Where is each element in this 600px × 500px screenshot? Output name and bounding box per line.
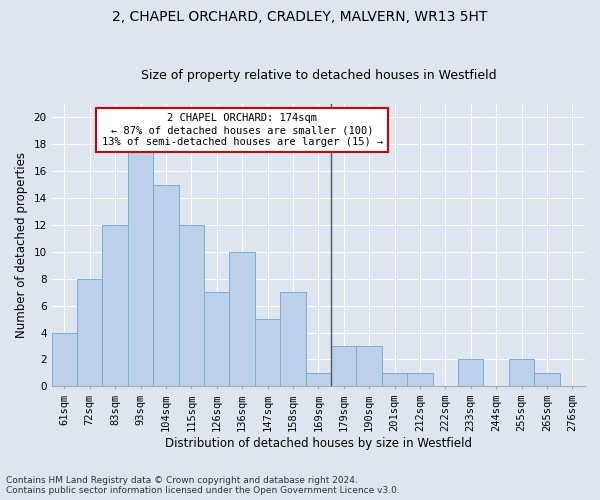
Bar [229,252,255,386]
Bar [153,184,179,386]
Bar [534,373,560,386]
Bar [407,373,433,386]
Bar [204,292,229,386]
Title: Size of property relative to detached houses in Westfield: Size of property relative to detached ho… [140,69,496,82]
Bar [77,279,103,386]
Bar [458,360,484,386]
Text: 2 CHAPEL ORCHARD: 174sqm
← 87% of detached houses are smaller (100)
13% of semi-: 2 CHAPEL ORCHARD: 174sqm ← 87% of detach… [101,114,383,146]
Bar [331,346,356,387]
Bar [255,319,280,386]
X-axis label: Distribution of detached houses by size in Westfield: Distribution of detached houses by size … [165,437,472,450]
Bar [179,225,204,386]
Bar [52,332,77,386]
Bar [128,144,153,386]
Bar [305,373,331,386]
Bar [509,360,534,386]
Y-axis label: Number of detached properties: Number of detached properties [15,152,28,338]
Bar [103,225,128,386]
Bar [356,346,382,387]
Text: Contains HM Land Registry data © Crown copyright and database right 2024.
Contai: Contains HM Land Registry data © Crown c… [6,476,400,495]
Bar [280,292,305,386]
Bar [382,373,407,386]
Text: 2, CHAPEL ORCHARD, CRADLEY, MALVERN, WR13 5HT: 2, CHAPEL ORCHARD, CRADLEY, MALVERN, WR1… [112,10,488,24]
